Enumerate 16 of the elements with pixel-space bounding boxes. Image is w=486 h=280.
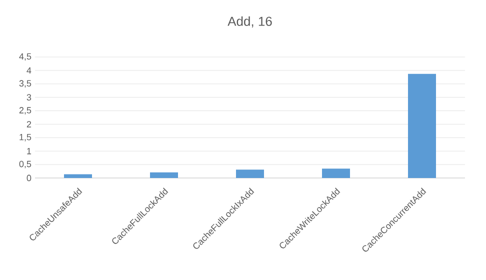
bar bbox=[150, 172, 178, 178]
y-tick-label: 2 bbox=[26, 121, 32, 128]
y-tick-label: 3,5 bbox=[19, 80, 32, 88]
bar bbox=[408, 74, 436, 178]
bar bbox=[322, 168, 350, 178]
y-tick-label: 0 bbox=[26, 174, 32, 182]
y-tick-label: 1 bbox=[27, 148, 32, 154]
y-tick-label: 4 bbox=[26, 67, 32, 74]
y-tick-label: 1,5 bbox=[20, 134, 32, 142]
y-tick-label: 2,5 bbox=[19, 107, 32, 114]
chart-title: Add, 16 bbox=[228, 16, 272, 28]
y-tick-label: 0,5 bbox=[19, 160, 32, 168]
y-tick-label: 3 bbox=[26, 94, 32, 101]
y-tick-label: 4,5 bbox=[19, 53, 32, 61]
bar bbox=[64, 174, 92, 178]
bar bbox=[236, 170, 264, 178]
